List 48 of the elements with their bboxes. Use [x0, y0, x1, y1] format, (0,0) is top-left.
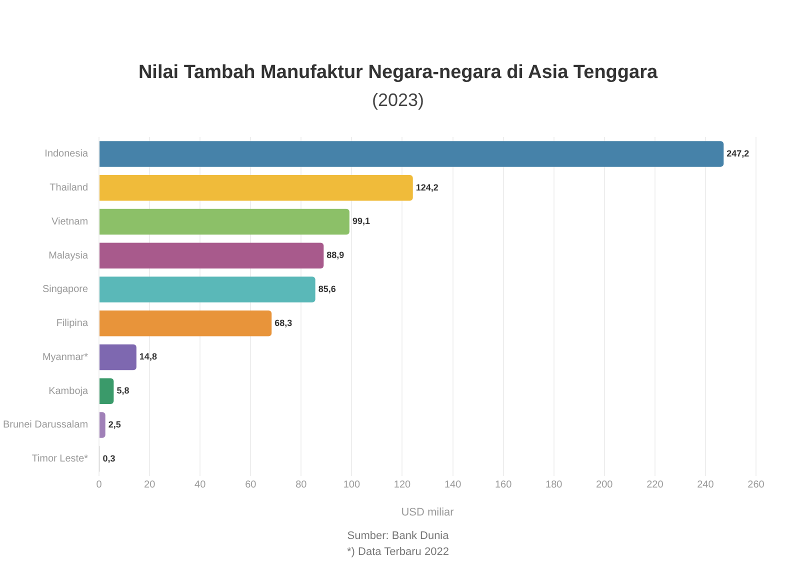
x-tick-label: 20 — [144, 480, 156, 491]
data-label: 5,8 — [116, 386, 130, 396]
data-label: 247,2 — [726, 148, 750, 158]
x-tick-label: 120 — [394, 480, 412, 491]
x-tick-label: 240 — [697, 480, 714, 491]
bar — [100, 344, 136, 370]
bar — [100, 276, 316, 302]
y-tick-label: Thailand — [50, 182, 88, 194]
data-label: 2,5 — [108, 419, 121, 430]
y-tick-label: Malaysia — [48, 250, 88, 262]
data-label: 88,9 — [326, 250, 344, 260]
text: Sumber: Bank Dunia — [346, 529, 450, 544]
x-axis-title: USD miliar — [401, 506, 454, 518]
data-label: 68,3 — [274, 318, 292, 328]
data-label: 85,6 — [318, 284, 336, 294]
chart-title: Nilai Tambah Manufaktur Negara-negara di Asia Tenggara — [137, 62, 659, 84]
bar — [100, 412, 106, 438]
y-tick-label: Singapore — [42, 284, 88, 296]
y-tick-label: Filipina — [56, 318, 88, 330]
text: *) Data Terbaru 2022 — [346, 545, 450, 560]
x-tick-label: 260 — [748, 480, 765, 491]
data-label: 99,1 — [352, 216, 370, 226]
x-tick-label: 140 — [444, 480, 462, 491]
bar — [100, 208, 350, 235]
chart-subtitle: (2023) — [370, 90, 426, 111]
y-tick-label: Kamboja — [48, 386, 88, 397]
x-tick-label: 40 — [194, 480, 206, 491]
x-tick-label: 180 — [546, 480, 563, 491]
bar — [100, 310, 272, 336]
y-tick-label: Indonesia — [44, 148, 88, 160]
y-tick-label: Vietnam — [52, 216, 88, 228]
x-tick-label: 0 — [96, 480, 102, 491]
bar — [100, 141, 724, 167]
x-tick-label: 60 — [245, 480, 257, 491]
y-tick-label: Myanmar* — [42, 352, 88, 363]
data-label: 14,8 — [139, 352, 157, 362]
bar — [100, 174, 413, 201]
bar — [100, 242, 324, 268]
y-tick-label: Timor Leste* — [32, 454, 88, 465]
x-tick-label: 100 — [343, 480, 360, 491]
data-label: 0,3 — [102, 453, 116, 464]
y-tick-label: Brunei Darussalam — [2, 420, 88, 431]
bar — [100, 378, 114, 404]
data-label: 124,2 — [416, 182, 438, 192]
x-tick-label: 200 — [596, 480, 614, 491]
x-tick-label: 80 — [296, 480, 308, 491]
x-tick-label: 220 — [646, 480, 664, 491]
x-tick-label: 160 — [494, 480, 512, 491]
